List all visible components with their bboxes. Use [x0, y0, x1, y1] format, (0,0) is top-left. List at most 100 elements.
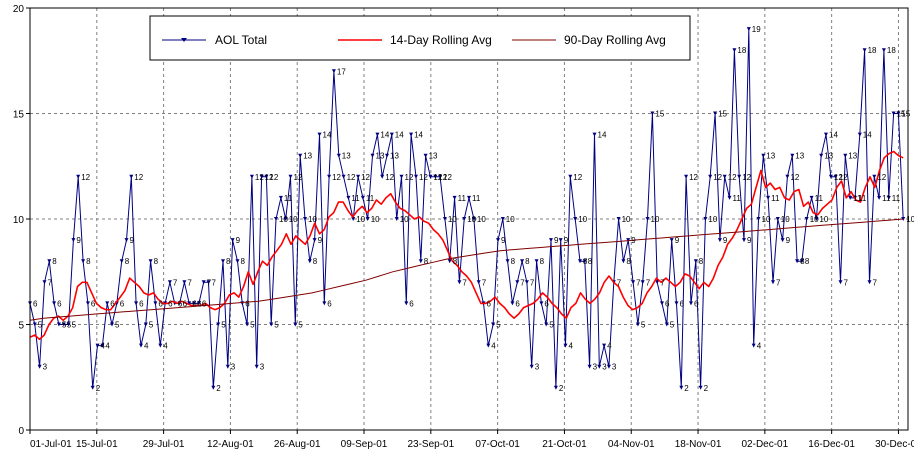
data-label: 12 — [834, 173, 843, 182]
data-label: 15 — [897, 110, 906, 119]
data-label: 10 — [819, 215, 828, 224]
data-label: 15 — [655, 110, 664, 119]
data-label: 12 — [81, 173, 90, 182]
data-label: 11 — [882, 194, 891, 203]
data-point-marker — [742, 238, 746, 243]
data-point-marker — [795, 259, 800, 264]
data-point-marker — [129, 174, 134, 179]
data-point-marker — [539, 301, 544, 306]
y-tick-label: 10 — [13, 215, 25, 226]
data-point-marker — [216, 322, 221, 327]
data-label: 13 — [303, 152, 312, 161]
data-label: 11 — [853, 194, 862, 203]
data-label: 9 — [76, 236, 81, 245]
data-point-marker — [838, 280, 843, 285]
data-point-marker — [828, 174, 833, 179]
data-point-marker — [423, 153, 428, 158]
data-label: 5 — [274, 321, 279, 330]
data-label: 7 — [873, 278, 878, 287]
data-point-marker — [766, 195, 771, 200]
data-label: 14 — [598, 131, 607, 140]
data-point-marker — [631, 280, 636, 285]
data-point-marker — [293, 322, 298, 327]
data-point-marker — [785, 174, 790, 179]
data-point-marker — [573, 217, 578, 221]
data-point-marker — [438, 174, 443, 179]
data-point-marker — [221, 259, 225, 264]
data-point-marker — [331, 69, 336, 74]
data-label: 6 — [183, 299, 188, 308]
legend: AOL Total 14-Day Rolling Avg 90-Day Roll… — [149, 15, 691, 61]
data-label: 12 — [265, 173, 274, 182]
data-point-marker — [505, 259, 510, 264]
data-label: 12 — [728, 173, 737, 182]
data-point-marker — [553, 385, 558, 390]
data-point-marker — [799, 259, 804, 264]
data-point-marker — [452, 195, 457, 200]
data-label: 5 — [67, 321, 72, 330]
x-tick-label: 23-Sep-01 — [407, 439, 454, 450]
data-point-marker — [886, 195, 891, 200]
data-point-marker — [110, 322, 114, 327]
data-label: 12 — [877, 173, 886, 182]
x-axis-ticks: 01-Jul-01 15-Jul-01 29-Jul-01 12-Aug-01 26-A… — [29, 430, 914, 450]
data-point-marker — [602, 343, 607, 348]
data-point-marker — [471, 217, 476, 221]
data-point-marker — [399, 174, 404, 179]
data-label: 2 — [216, 384, 221, 393]
data-point-marker — [278, 195, 283, 200]
data-label: 13 — [766, 152, 775, 161]
data-label: 12 — [347, 173, 356, 182]
data-label: 12 — [269, 173, 278, 182]
series-line-90-day-rolling-avg — [29, 218, 904, 321]
data-label: 2 — [684, 384, 689, 393]
data-point-marker — [592, 132, 597, 137]
data-label: 2 — [559, 384, 564, 393]
x-tick-label: 02-Dec-01 — [741, 439, 788, 450]
data-label: 10 — [400, 215, 409, 224]
data-point-marker — [467, 195, 471, 200]
data-point-marker — [124, 238, 129, 243]
data-point-marker — [722, 174, 727, 179]
data-label: 11 — [771, 194, 780, 203]
data-point-marker — [635, 322, 640, 327]
data-point-marker — [61, 322, 66, 327]
data-point-marker — [486, 343, 491, 348]
data-label: 12 — [742, 173, 751, 182]
data-label: 6 — [192, 299, 197, 308]
data-label: 11 — [815, 194, 824, 203]
data-label: 11 — [351, 194, 360, 203]
data-label: 6 — [487, 299, 492, 308]
series-line-aol-total — [29, 28, 904, 389]
data-point-marker — [698, 385, 703, 390]
data-label: 4 — [105, 342, 110, 351]
data-point-marker — [804, 217, 809, 221]
series-line-14-day-rolling-avg — [29, 150, 904, 341]
data-label: 7 — [617, 278, 622, 287]
data-point-marker — [409, 132, 414, 137]
data-point-marker — [351, 217, 356, 221]
data-label: 3 — [593, 363, 598, 372]
data-label: 6 — [515, 299, 520, 308]
y-axis-ticks: 0 5 10 15 20 — [13, 4, 30, 437]
data-point-marker — [833, 174, 838, 179]
data-point-marker — [524, 280, 529, 285]
data-label: 3 — [43, 363, 48, 372]
data-point-marker — [563, 343, 568, 348]
data-point-marker — [872, 174, 877, 179]
data-label: 6 — [168, 299, 173, 308]
data-label: 14 — [380, 131, 389, 140]
data-label: 9 — [786, 236, 791, 245]
data-label: 4 — [101, 342, 106, 351]
data-point-marker — [544, 322, 549, 327]
data-point-marker — [356, 174, 361, 179]
data-point-marker — [491, 322, 496, 327]
data-point-marker — [365, 217, 370, 221]
data-label: 9 — [318, 236, 323, 245]
data-point-marker — [664, 322, 669, 327]
data-point-marker — [476, 280, 481, 285]
data-point-marker — [288, 174, 293, 179]
data-label: 3 — [260, 363, 265, 372]
data-label: 9 — [501, 236, 506, 245]
x-tick-label: 09-Sep-01 — [341, 439, 388, 450]
